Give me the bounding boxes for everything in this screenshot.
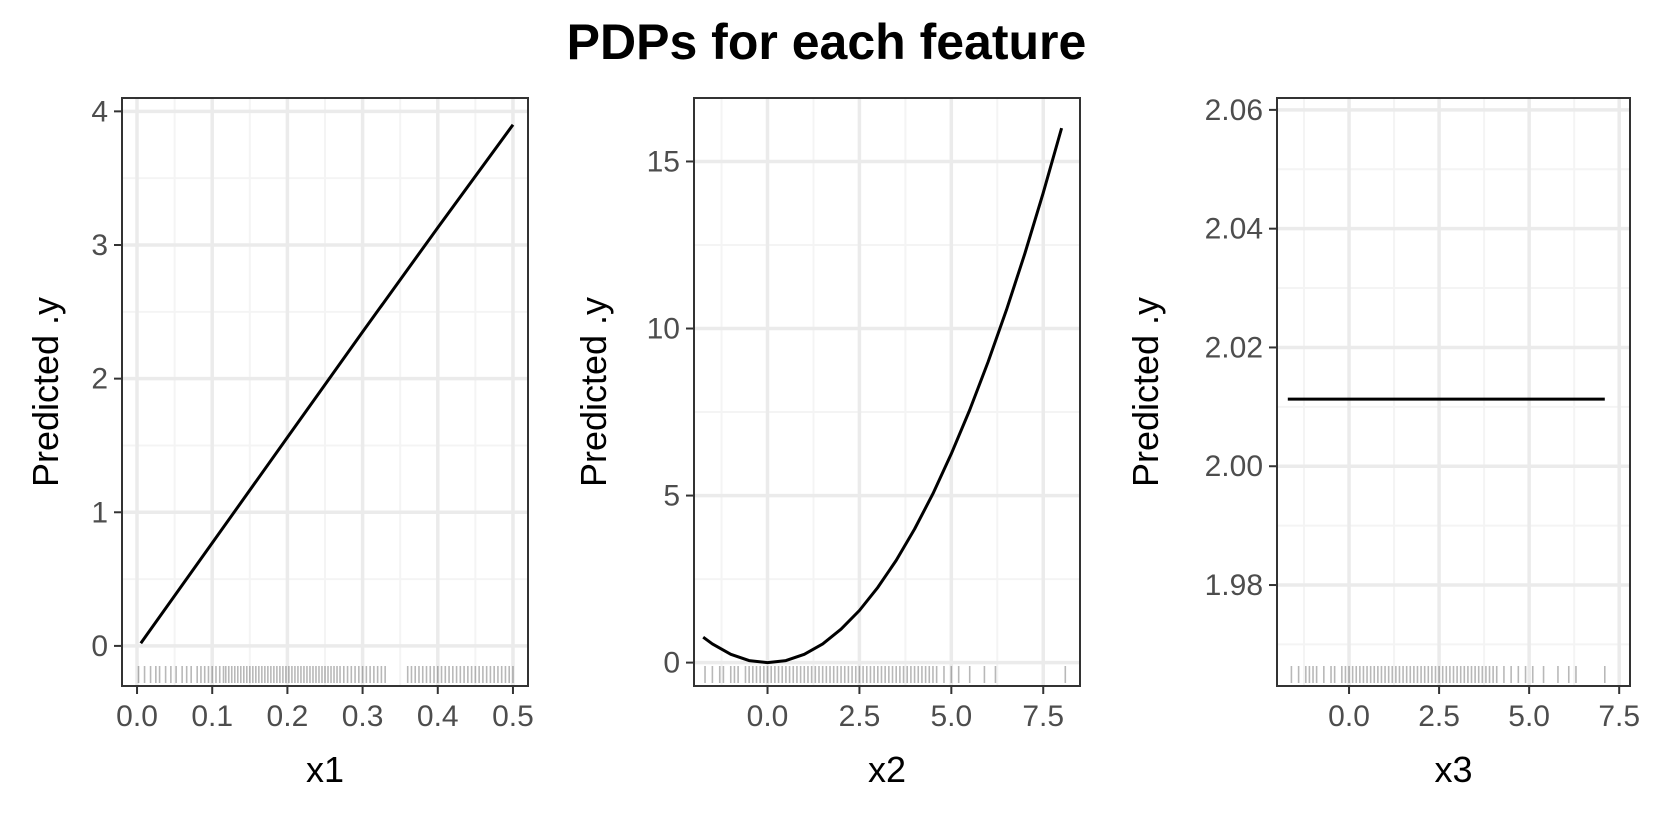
chart1-x-tick-label: 0.2 [267, 700, 309, 733]
page-title: PDPs for each feature [566, 14, 1087, 70]
chart1-pdp-line [139, 123, 515, 645]
chart1-x-axis-title: x1 [306, 749, 344, 790]
chart2-x-tick-label: 0.0 [747, 700, 789, 733]
chart2-x-tick-label: 7.5 [1022, 700, 1064, 733]
chart1-y-tick-label: 4 [91, 95, 108, 128]
chart3-y-tick-label: 2.06 [1205, 94, 1263, 127]
chart1-y-axis-title: Predicted .y [25, 297, 66, 487]
chart1-y-tick-label: 0 [91, 630, 108, 663]
chart3-x-tick-label: 2.5 [1418, 700, 1460, 733]
chart1-y-tick-label: 3 [91, 229, 108, 262]
chart3-y-axis-title: Predicted .y [1125, 297, 1166, 487]
chart1-x-tick-label: 0.4 [417, 700, 459, 733]
chart2-x-tick-label: 2.5 [839, 700, 881, 733]
chart1-x-tick-label: 0.1 [191, 700, 233, 733]
chart2-x-axis-title: x2 [868, 749, 906, 790]
chart2-pdp-line [702, 127, 1064, 665]
chart2-y-tick-label: 15 [647, 145, 680, 178]
chart2-panel-border [693, 97, 1081, 687]
chart2-y-tick-label: 5 [663, 480, 680, 513]
chart-panel-x1: 0.0 0.1 0.2 0.3 0.4 0.5 0 1 2 3 4 x1 Predicted .y [25, 95, 534, 790]
chart3-y-tick-label: 2.04 [1205, 213, 1263, 246]
chart2-x-tick-label: 5.0 [930, 700, 972, 733]
chart-panel-x2: 0.0 2.5 5.0 7.5 0 5 10 15 x2 Predicted .y [573, 97, 1081, 790]
chart1-x-tick-label: 0.0 [116, 700, 158, 733]
chart2-y-tick-label: 0 [663, 647, 680, 680]
chart2-y-axis-title: Predicted .y [573, 297, 614, 487]
chart1-x-tick-label: 0.3 [342, 700, 384, 733]
chart3-x-tick-label: 5.0 [1508, 700, 1550, 733]
chart1-y-tick-label: 1 [91, 496, 108, 529]
chart1-y-tick-label: 2 [91, 363, 108, 396]
chart3-y-tick-label: 2.00 [1205, 450, 1263, 483]
chart3-y-tick-label: 2.02 [1205, 331, 1263, 364]
chart1-panel-border [121, 97, 529, 687]
chart1-x-tick-label: 0.5 [492, 700, 534, 733]
chart3-panel-border [1276, 97, 1631, 687]
chart3-x-axis-title: x3 [1434, 749, 1472, 790]
chart3-x-tick-label: 7.5 [1598, 700, 1640, 733]
chart3-x-tick-label: 0.0 [1328, 700, 1370, 733]
chart-panel-x3: 0.0 2.5 5.0 7.5 1.98 2.00 2.02 2.04 2.06 x3 Predic… [1125, 94, 1640, 790]
chart2-y-tick-label: 10 [647, 313, 680, 346]
chart3-y-tick-label: 1.98 [1205, 569, 1263, 602]
